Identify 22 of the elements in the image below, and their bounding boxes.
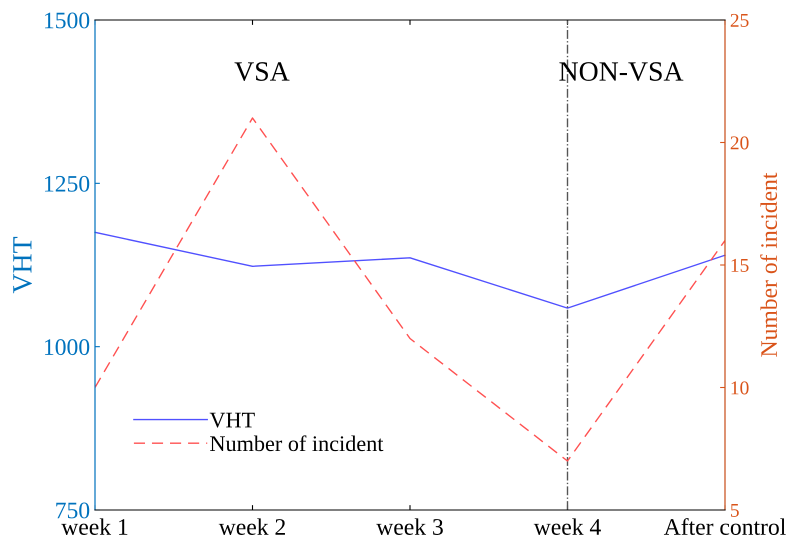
annotation: NON-VSA [559,62,684,81]
legend-label: Number of incident [210,435,384,452]
y-tick-label: 1250 [44,176,90,192]
x-tick-label: After control [664,518,786,535]
line-series [94,232,726,309]
y2-tick-label: 5 [730,504,739,517]
annotation: VSA [234,62,290,81]
y2-tick-label: 20 [730,136,749,150]
y-axis-title: VHT [13,236,32,294]
y2-tick-label: 25 [730,14,749,27]
x-tick-label: week 1 [61,518,128,535]
y2-tick-label: 10 [732,381,749,394]
y-tick-label: 1000 [44,339,90,356]
legend-label: VHT [210,412,255,428]
y-tick-label: 1500 [44,12,90,28]
x-tick-label: week 4 [534,518,601,535]
x-tick-label: week 3 [376,518,443,535]
y2-axis-title: Number of incident [760,172,778,357]
y2-tick-label: 15 [732,258,749,272]
x-tick-label: week 2 [218,518,285,535]
line-series [94,117,726,462]
y-tick-label: 750 [56,502,90,518]
